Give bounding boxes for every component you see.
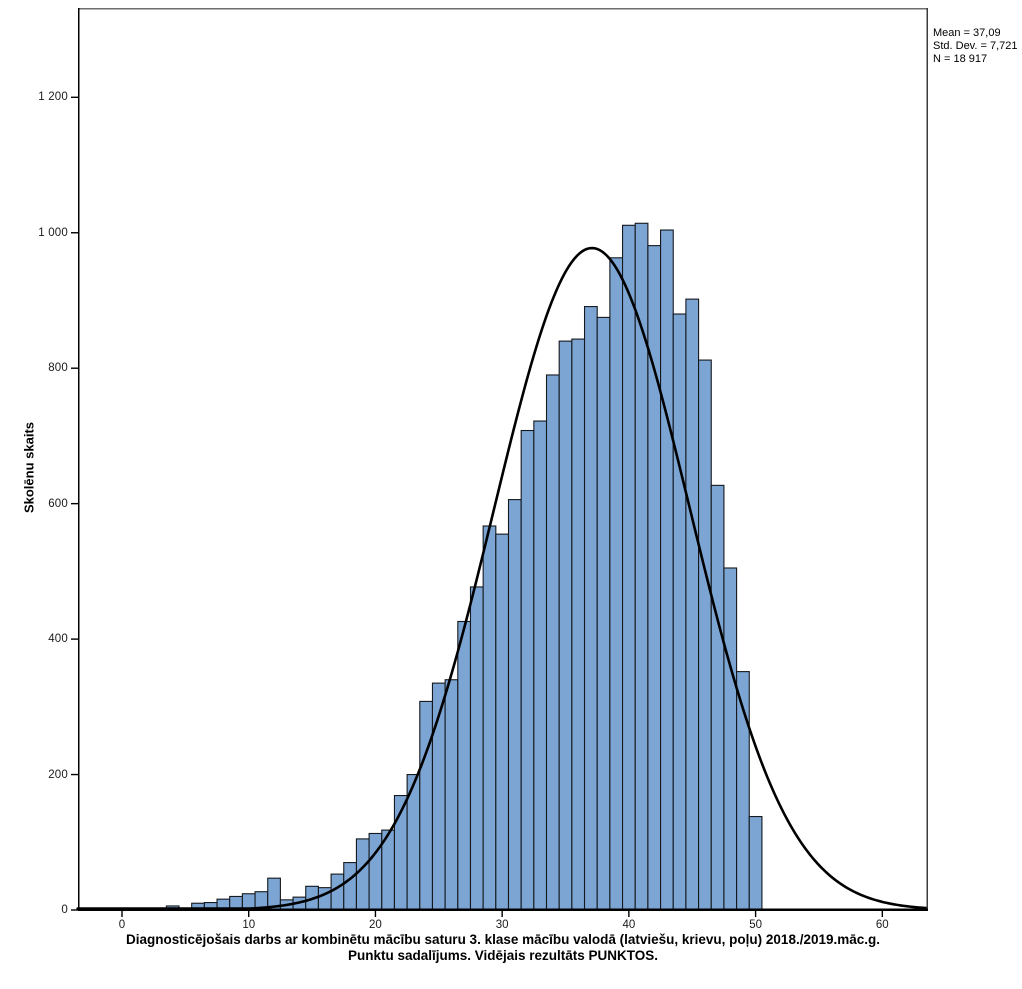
x-tick-label: 50 [749,919,762,931]
histogram-bar [545,374,560,911]
axis-tick-marks [71,96,884,917]
histogram-bar [495,533,510,911]
histogram-bar [482,525,497,911]
y-axis-title: Skolēnu skaits [21,421,37,514]
histogram-bar [457,620,472,911]
histogram-bar [469,586,484,911]
histogram-bar [520,429,535,911]
x-tick-label: 20 [369,919,382,931]
y-tick-label: 200 [48,768,68,781]
stats-box: Mean = 37,09 Std. Dev. = 7,721 N = 18 91… [933,27,1018,66]
x-tick-label: 30 [495,919,509,931]
histogram-bar [672,313,687,911]
histogram-bar [660,229,674,911]
histogram-bars [165,222,763,911]
histogram-bar [710,484,725,911]
chart-caption-line1: Diagnosticējošais darbs ar kombinētu māc… [125,932,881,947]
histogram-bar [444,679,459,911]
histogram-bar [571,338,586,911]
histogram-bar [558,340,573,911]
histogram-bar [609,257,624,911]
histogram-bar [647,245,662,911]
y-tick-label: 400 [48,633,68,646]
x-tick-label: 10 [242,919,256,931]
x-tick-label: 60 [875,919,889,931]
x-tick-label: 40 [622,919,636,931]
histogram-bar [698,359,712,911]
y-tick-label: 0 [61,904,68,916]
stats-mean: Mean = 37,09 [933,27,1001,39]
histogram-bar [685,298,700,911]
histogram-bar [621,224,636,911]
y-tick-label: 1 000 [38,226,68,239]
chart-caption-line2: Punktu sadalījums. Vidējais rezultāts PU… [347,948,659,963]
chart-caption: Diagnosticējošais darbs ar kombinētu māc… [78,932,928,964]
histogram-bar [723,567,738,911]
y-tick-label: 600 [48,497,68,510]
plot-frame [78,8,928,911]
histogram-bar [330,873,345,911]
stats-std-dev: Std. Dev. = 7,721 [933,40,1018,52]
histogram-bar [748,815,763,911]
histogram-bar [533,420,548,911]
histogram-bar [355,838,370,911]
histogram-bar [343,862,357,911]
histogram-bar [583,306,598,911]
histogram-bar [507,499,522,911]
stats-n: N = 18 917 [933,53,988,65]
y-tick-label: 800 [48,362,68,375]
histogram-bar [596,316,611,911]
x-tick-label: 0 [118,919,126,931]
histogram-bar [419,700,434,911]
y-tick-label: 1 200 [38,91,68,104]
